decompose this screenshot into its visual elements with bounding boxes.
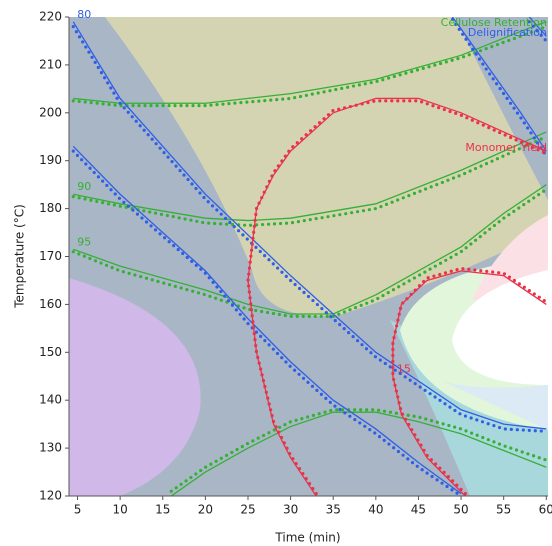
y-axis-title: Temperature (°C) xyxy=(13,204,27,309)
x-tick-label: 5 xyxy=(74,503,82,517)
contour-line xyxy=(170,411,547,496)
fit-dots xyxy=(71,187,548,318)
curve-name: Cellulose Retention xyxy=(441,16,547,29)
x-tick-label: 15 xyxy=(155,503,170,517)
x-tick-label: 50 xyxy=(453,503,468,517)
fit-dots xyxy=(169,408,548,493)
y-tick-label: 150 xyxy=(39,345,62,359)
y-tick-label: 190 xyxy=(39,153,62,167)
regions xyxy=(69,17,548,496)
contour-line xyxy=(73,21,547,104)
fit-dots xyxy=(71,24,548,108)
x-tick-label: 25 xyxy=(240,503,255,517)
fit-dots xyxy=(71,135,548,227)
contours xyxy=(71,17,548,496)
curve-name: Monomer Yield xyxy=(465,141,547,154)
y-tick-label: 220 xyxy=(39,10,62,24)
contour-line xyxy=(452,17,547,152)
fit-dots xyxy=(246,99,548,496)
fit-dots xyxy=(450,17,548,158)
x-tick-label: 35 xyxy=(326,503,341,517)
y-tick-label: 200 xyxy=(39,105,62,119)
region xyxy=(105,17,548,316)
contour-line xyxy=(247,97,547,496)
fit-dots xyxy=(527,20,548,43)
contour-label: 90 xyxy=(77,180,91,193)
x-tick-label: 10 xyxy=(112,503,127,517)
fit-dots xyxy=(71,149,463,496)
x-tick-label: 55 xyxy=(496,503,511,517)
region xyxy=(440,380,548,430)
x-tick-label: 20 xyxy=(198,503,213,517)
contour-label: 95 xyxy=(77,235,91,248)
y-tick-label: 160 xyxy=(39,297,62,311)
curve-name: Delignification xyxy=(468,26,547,39)
y-tick-label: 130 xyxy=(39,441,62,455)
contour-label: 15 xyxy=(397,362,411,375)
y-tick-label: 210 xyxy=(39,57,62,71)
y-tick-label: 120 xyxy=(39,489,62,503)
region xyxy=(69,278,201,496)
x-axis-title: Time (min) xyxy=(274,531,340,545)
y-tick-label: 180 xyxy=(39,201,62,215)
y-tick-label: 170 xyxy=(39,249,62,263)
x-tick-label: 45 xyxy=(411,503,426,517)
y-tick-label: 140 xyxy=(39,393,62,407)
contour-line xyxy=(72,145,462,495)
contour-label: 80 xyxy=(77,8,91,21)
x-tick-label: 60 xyxy=(539,503,552,517)
fit-dots xyxy=(391,266,548,496)
contour-line xyxy=(72,21,547,430)
x-tick-label: 40 xyxy=(368,503,383,517)
region xyxy=(452,270,548,385)
contour-line xyxy=(528,17,547,37)
x-tick-label: 30 xyxy=(283,503,298,517)
